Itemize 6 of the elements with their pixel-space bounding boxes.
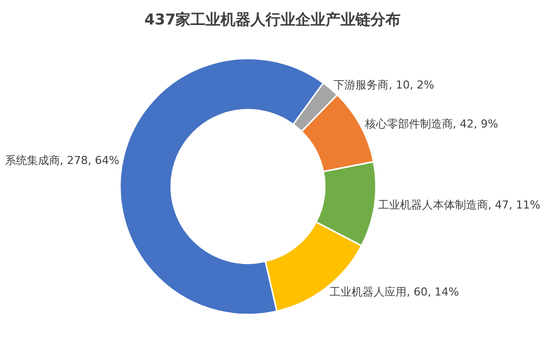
slice-label: 系统集成商, 278, 64% xyxy=(4,154,120,168)
slice-label: 工业机器人应用, 60, 14% xyxy=(330,285,460,298)
slice-label: 核心零部件制造商, 42, 9% xyxy=(364,118,498,131)
slice-label: 下游服务商, 10, 2% xyxy=(334,78,434,92)
slice-label: 工业机器人本体制造商, 47, 11% xyxy=(378,198,540,212)
chart-title: 437家工业机器人行业企业产业链分布 xyxy=(144,10,401,28)
